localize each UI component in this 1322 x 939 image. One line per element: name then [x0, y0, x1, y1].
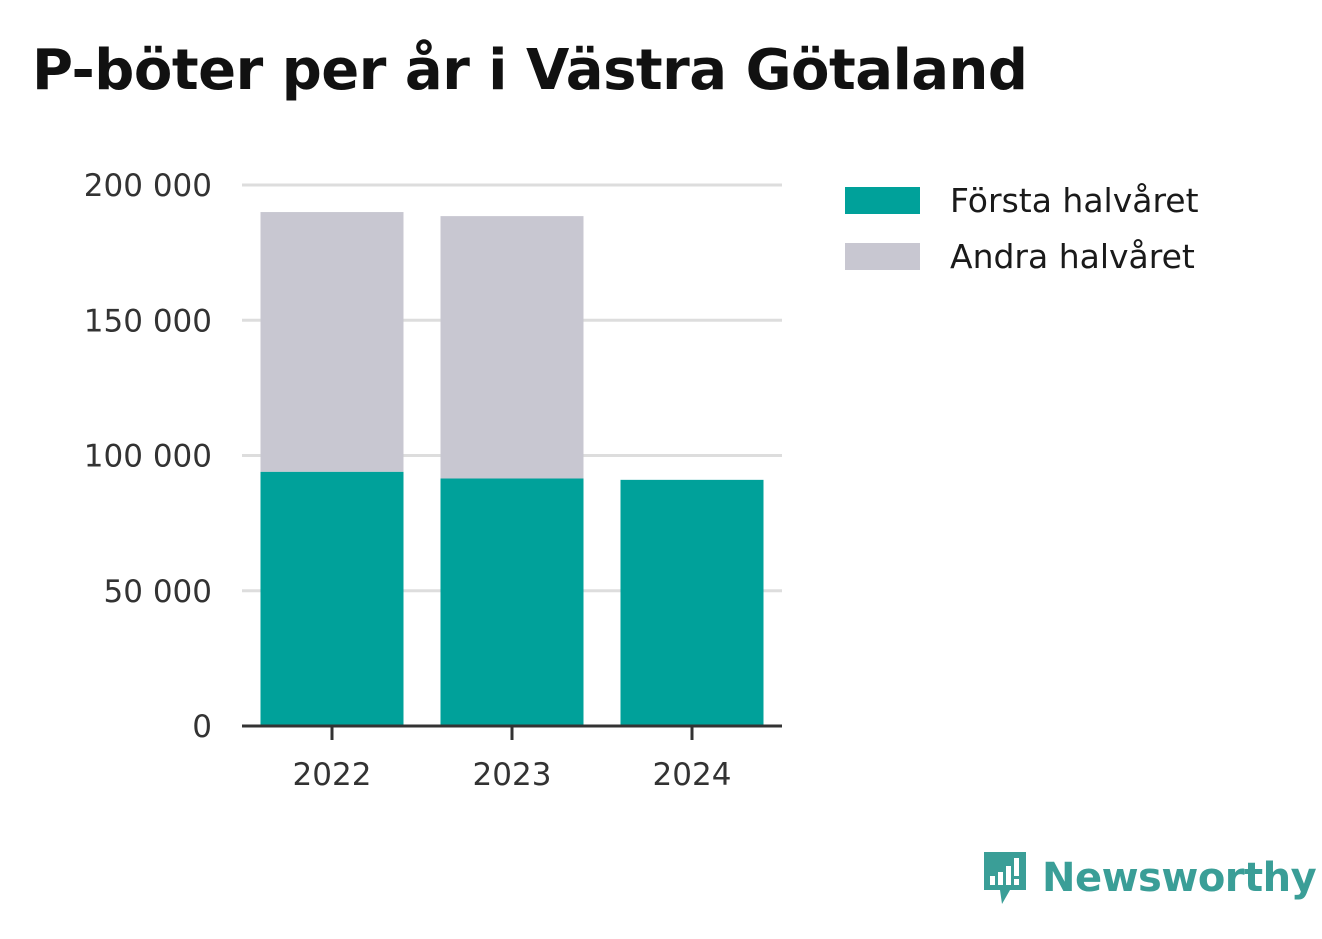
- y-tick-label: 0: [192, 709, 212, 745]
- x-tick-label: 2024: [653, 757, 732, 793]
- bar-2023-second-half: [440, 216, 584, 479]
- newsworthy-logo-icon: [984, 852, 1026, 904]
- y-tick-label: 200 000: [84, 168, 212, 204]
- legend-item-first-half: Första halvåret: [845, 172, 1199, 228]
- bars: [260, 212, 764, 726]
- bar-2022-first-half: [260, 471, 404, 726]
- bar-2024-first-half: [620, 479, 764, 726]
- brand-name: Newsworthy: [1042, 855, 1317, 901]
- x-tick-label: 2023: [473, 757, 552, 793]
- legend-swatch-second-half: [845, 242, 920, 270]
- chart-title: P-böter per år i Västra Götaland: [32, 38, 1028, 103]
- legend-label-second-half: Andra halvåret: [950, 236, 1195, 276]
- y-tick-label: 100 000: [84, 439, 212, 475]
- legend-label-first-half: Första halvåret: [950, 180, 1199, 220]
- legend: Första halvåret Andra halvåret: [845, 172, 1199, 284]
- legend-swatch-first-half: [845, 186, 920, 214]
- bar-2023-first-half: [440, 478, 584, 726]
- x-tick-label: 2022: [293, 757, 372, 793]
- legend-item-second-half: Andra halvåret: [845, 228, 1199, 284]
- bar-2022-second-half: [260, 212, 404, 472]
- brand-logo: Newsworthy: [980, 848, 1317, 908]
- y-tick-label: 50 000: [104, 574, 212, 610]
- y-axis: 0 50 000 100 000 150 000 200 000: [84, 168, 212, 745]
- y-tick-label: 150 000: [84, 303, 212, 339]
- x-axis: 2022 2023 2024: [242, 724, 782, 793]
